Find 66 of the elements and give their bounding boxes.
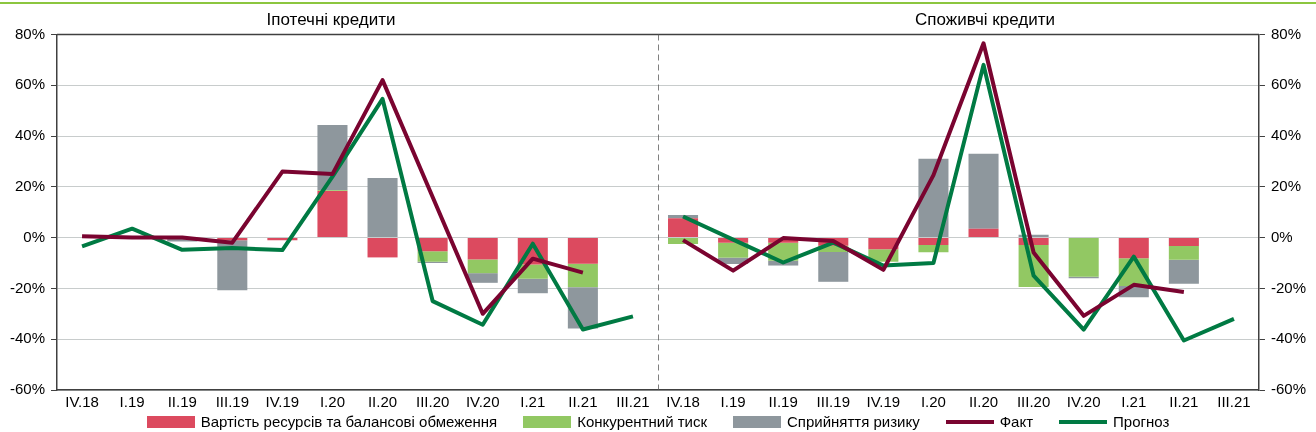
bar [367, 238, 398, 258]
x-tick-label: IV.20 [465, 393, 500, 411]
y-tick-label: 60% [14, 75, 46, 93]
y2-tick-label: -40% [1270, 329, 1307, 347]
x-tick-label: II.20 [367, 393, 398, 411]
x-tick-label: IV.19 [866, 393, 901, 411]
y-tick-label: 0% [23, 227, 46, 245]
x-tick-label: II.21 [1169, 393, 1199, 411]
bar [417, 238, 448, 252]
legend-label: Прогноз [1113, 413, 1170, 430]
bar [718, 242, 749, 258]
bar [317, 191, 348, 238]
y2-tick-label: 0% [1270, 227, 1293, 245]
bar [1168, 238, 1199, 246]
x-tick-label: IV.18 [666, 393, 700, 411]
x-tick-label: II.21 [568, 393, 598, 411]
y-tick-label: 80% [14, 24, 46, 42]
bar [1118, 238, 1149, 259]
x-tick-label: III.21 [1217, 393, 1251, 411]
legend-label: Сприйняття ризику [787, 413, 920, 430]
bar [517, 278, 548, 294]
legend-label: Факт [999, 413, 1034, 430]
x-tick-label: I.19 [119, 393, 145, 411]
bar [668, 218, 699, 238]
x-tick-label: III.20 [415, 393, 450, 411]
x-tick-label: III.20 [1016, 393, 1051, 411]
x-tick-label: IV.18 [65, 393, 99, 411]
y2-tick-label: -60% [1270, 380, 1307, 398]
x-tick-label: I.21 [520, 393, 546, 411]
x-tick-label: II.19 [167, 393, 197, 411]
bar [467, 273, 498, 283]
bar [367, 177, 398, 238]
y2-tick-label: 40% [1270, 126, 1302, 144]
y2-tick-label: -20% [1270, 278, 1307, 296]
x-tick-label: I.19 [720, 393, 746, 411]
x-tick-label: I.21 [1121, 393, 1147, 411]
x-tick-label: I.20 [920, 393, 946, 411]
x-tick-label: III.19 [816, 393, 850, 411]
y-tick-label: -60% [9, 380, 46, 398]
bar [467, 238, 498, 260]
y-tick-label: -40% [9, 329, 46, 347]
bar [818, 252, 849, 282]
bar [567, 238, 598, 264]
y2-tick-label: 20% [1270, 176, 1302, 194]
chart-title: Іпотечні кредити [266, 9, 396, 29]
chart-title: Споживчі кредити [915, 9, 1055, 29]
x-tick-label: III.21 [616, 393, 650, 411]
x-tick-label: IV.20 [1066, 393, 1101, 411]
x-tick-label: III.19 [215, 393, 249, 411]
bar [1168, 259, 1199, 284]
x-tick-label: I.20 [319, 393, 345, 411]
x-tick-label: II.20 [968, 393, 999, 411]
y2-tick-label: 80% [1270, 24, 1302, 42]
y-tick-label: 40% [14, 126, 46, 144]
x-tick-label: IV.19 [265, 393, 300, 411]
bar [1168, 245, 1199, 260]
y-tick-label: -20% [9, 278, 46, 296]
legend-label: Вартість ресурсів та балансові обмеження [200, 413, 498, 430]
legend-label: Конкурентний тиск [577, 413, 707, 430]
y2-tick-label: 60% [1270, 75, 1302, 93]
bar [968, 228, 999, 238]
x-tick-label: II.19 [768, 393, 798, 411]
bar [968, 153, 999, 229]
bar [1068, 238, 1099, 277]
bar [467, 259, 498, 274]
y-tick-label: 20% [14, 176, 46, 194]
